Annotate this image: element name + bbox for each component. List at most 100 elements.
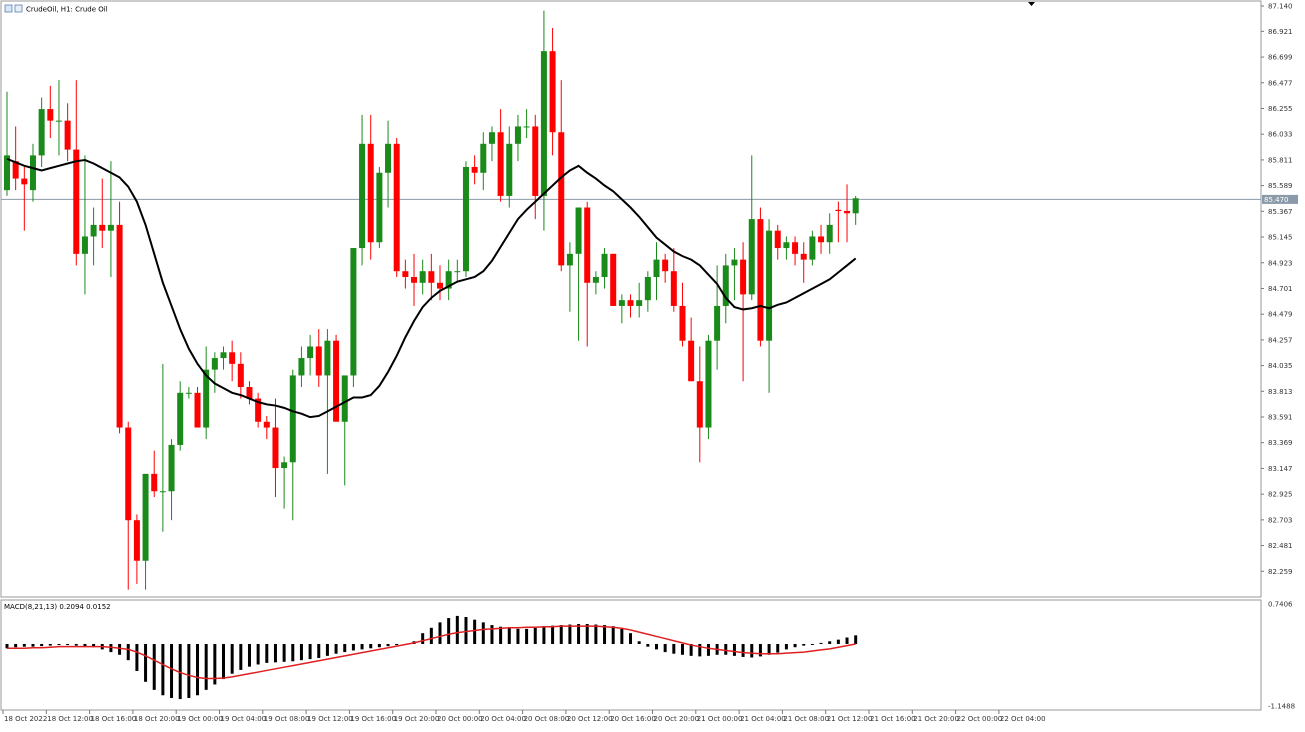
time-tick-label: 19 Oct 00:00	[177, 715, 223, 723]
candles	[4, 10, 859, 590]
candle	[636, 282, 643, 318]
candle-body	[800, 253, 807, 260]
time-tick-label: 19 Oct 12:00	[307, 715, 353, 723]
candle	[800, 242, 807, 283]
macd-bar	[490, 625, 494, 644]
candle	[168, 439, 175, 521]
candle	[289, 369, 296, 521]
candle	[203, 346, 210, 440]
candle	[844, 184, 851, 243]
candle	[281, 456, 288, 509]
time-tick-label: 18 Oct 16:00	[91, 715, 137, 723]
candle-body	[185, 392, 192, 394]
candle	[696, 346, 703, 463]
current-price-badge: 85.470	[1262, 194, 1298, 204]
candle-body	[506, 143, 513, 196]
candle	[566, 242, 573, 312]
macd-histogram	[5, 615, 858, 700]
candle-body	[125, 427, 132, 521]
candle-body	[852, 198, 859, 214]
candle	[558, 80, 565, 272]
candle	[99, 178, 106, 249]
time-tick-label: 19 Oct 16:00	[350, 715, 396, 723]
candle-body	[289, 375, 296, 463]
candle-body	[168, 444, 175, 492]
macd-bar	[698, 643, 702, 657]
macd-bar	[499, 626, 503, 644]
macd-bar	[48, 643, 52, 646]
candle-body	[99, 224, 106, 231]
candle-body	[203, 369, 210, 428]
macd-bar	[40, 643, 44, 647]
candle	[792, 236, 799, 266]
candle-body	[662, 259, 669, 272]
macd-bar	[732, 643, 736, 656]
candle	[255, 392, 262, 428]
candle	[584, 201, 591, 347]
price-tick-label: 86.033	[1268, 131, 1293, 139]
candle	[393, 138, 400, 277]
price-tick-label: 85.811	[1268, 156, 1293, 164]
candle	[437, 265, 443, 301]
candle-body	[281, 462, 288, 469]
time-tick-label: 21 Oct 04:00	[740, 715, 786, 723]
candle	[211, 352, 218, 393]
candle-body	[73, 149, 80, 254]
time-tick-label: 19 Oct 08:00	[264, 715, 310, 723]
chart-shift-marker-icon[interactable]	[1028, 2, 1035, 6]
macd-bar	[83, 643, 87, 647]
candle	[835, 201, 842, 243]
candle-body	[350, 248, 357, 376]
candle-body	[670, 271, 677, 306]
macd-bar	[594, 624, 598, 644]
candle-body	[688, 340, 695, 382]
candle	[350, 248, 357, 388]
macd-bar	[308, 643, 312, 660]
macd-signal-line	[7, 625, 856, 680]
candle-body	[471, 166, 478, 173]
time-tick-label: 20 Oct 12:00	[567, 715, 613, 723]
price-axis: 87.140 86.921 86.699 86.477 86.255 86.033 85.8…	[1261, 3, 1293, 576]
macd-bar	[750, 643, 754, 658]
time-tick-label: 21 Oct 20:00	[913, 715, 959, 723]
price-tick-label: 87.140	[1268, 3, 1293, 11]
time-tick-label: 20 Oct 20:00	[654, 715, 700, 723]
macd-bar	[542, 626, 546, 644]
macd-bar	[360, 643, 364, 650]
macd-bar	[273, 643, 277, 663]
candle-body	[151, 473, 158, 492]
macd-bar	[507, 627, 511, 644]
candle	[237, 352, 244, 399]
candle-body	[402, 271, 409, 277]
candle	[497, 109, 504, 202]
candle	[488, 126, 495, 162]
price-tick-label: 86.699	[1268, 54, 1293, 62]
candle-body	[211, 358, 218, 370]
candle	[21, 166, 28, 231]
candle-body	[783, 242, 790, 249]
candle	[766, 219, 773, 393]
macd-bar	[663, 643, 667, 653]
candle	[90, 207, 97, 266]
macd-bar	[828, 641, 832, 644]
candle	[471, 155, 478, 185]
macd-bar	[845, 637, 849, 644]
macd-bar	[152, 643, 156, 690]
candle	[47, 85, 54, 139]
candle	[73, 80, 80, 266]
macd-bar	[265, 643, 269, 663]
macd-bar	[680, 643, 684, 655]
candle	[185, 387, 192, 399]
time-tick-label: 22 Oct 00:00	[957, 715, 1003, 723]
price-tick-label: 86.255	[1268, 105, 1293, 113]
macd-bar	[325, 643, 329, 656]
candle	[324, 329, 331, 474]
macd-bar	[230, 643, 234, 674]
candle-body	[220, 352, 227, 359]
price-tick-label: 83.147	[1268, 465, 1293, 473]
candle-body	[29, 155, 36, 191]
candle-body	[575, 207, 582, 254]
macd-bar	[282, 643, 286, 662]
candle	[194, 387, 201, 428]
